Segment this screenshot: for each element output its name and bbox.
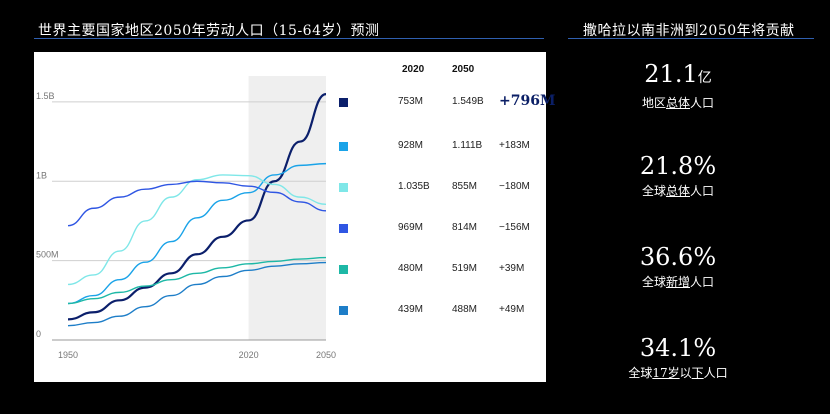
stat-youth-population: 34.1% 全球17岁以下人口 bbox=[578, 334, 778, 381]
change-value: +49M bbox=[499, 304, 525, 315]
legend-swatch bbox=[339, 142, 348, 151]
legend-swatch bbox=[339, 265, 348, 274]
change-value: +183M bbox=[499, 140, 530, 151]
x-tick-label: 1950 bbox=[58, 350, 78, 360]
stat-label: 全球总体人口 bbox=[641, 184, 715, 198]
stat-new-population: 36.6% 全球新增人口 bbox=[578, 243, 778, 290]
table-row: 928M 1.111B +183M bbox=[334, 138, 544, 156]
stat-unit: 亿 bbox=[697, 70, 712, 86]
chart-panel: 0 500M 1B 1.5B 1950 2020 2050 2020 2050 753M 1.… bbox=[34, 52, 555, 382]
value-2050: 855M bbox=[452, 181, 478, 192]
legend-swatch bbox=[339, 224, 348, 233]
stat-label: 全球17岁以下人口 bbox=[628, 366, 728, 380]
series-line bbox=[67, 174, 327, 286]
stat-region-population: 21.1亿 地区总体人口 bbox=[578, 60, 778, 111]
value-2050: 814M bbox=[452, 222, 478, 233]
value-2020: 439M bbox=[398, 304, 424, 315]
change-value: +796M bbox=[499, 93, 556, 109]
value-2020: 753M bbox=[398, 96, 424, 107]
value-2050: 519M bbox=[452, 263, 478, 274]
stat-value: 36.6% bbox=[639, 243, 717, 271]
stat-label: 全球新增人口 bbox=[641, 275, 715, 289]
legend-swatch bbox=[339, 183, 348, 192]
table-row: 753M 1.549B +796M bbox=[334, 93, 555, 112]
series-line bbox=[67, 162, 327, 305]
change-value: −156M bbox=[499, 222, 530, 233]
stat-label: 地区总体人口 bbox=[641, 96, 715, 110]
value-2050: 1.549B bbox=[452, 96, 484, 107]
value-2020: 480M bbox=[398, 263, 424, 274]
stat-global-share: 21.8% 全球总体人口 bbox=[578, 152, 778, 199]
table-header-2050: 2050 bbox=[452, 64, 475, 75]
change-value: −180M bbox=[499, 181, 530, 192]
y-tick-label: 1.5B bbox=[36, 91, 55, 101]
value-2050: 488M bbox=[452, 304, 478, 315]
chart-title: 世界主要国家地区2050年劳动人口（15-64岁）预测 bbox=[38, 23, 380, 39]
table-row: 969M 814M −156M bbox=[334, 220, 544, 238]
title-divider bbox=[34, 38, 544, 39]
change-value: +39M bbox=[499, 263, 525, 274]
series-line bbox=[67, 92, 327, 321]
value-2020: 928M bbox=[398, 140, 424, 151]
value-2020: 969M bbox=[398, 222, 424, 233]
table-row: 439M 488M +49M bbox=[334, 302, 544, 320]
y-tick-label: 500M bbox=[36, 250, 59, 260]
x-tick-label: 2050 bbox=[316, 350, 336, 360]
value-2050: 1.111B bbox=[452, 140, 483, 151]
table-row: 1.035B 855M −180M bbox=[334, 179, 544, 197]
line-chart: 0 500M 1B 1.5B 1950 2020 2050 bbox=[36, 76, 336, 360]
stats-title: 撒哈拉以南非洲到2050年将贡献 bbox=[583, 23, 795, 39]
stat-value: 21.1 bbox=[644, 60, 698, 88]
table-header-2020: 2020 bbox=[402, 64, 425, 75]
y-tick-label: 0 bbox=[36, 329, 41, 339]
table-row: 480M 519M +39M bbox=[334, 261, 544, 279]
value-2020: 1.035B bbox=[398, 181, 430, 192]
series-line bbox=[67, 180, 327, 227]
stat-value: 21.8% bbox=[639, 152, 717, 180]
series-line bbox=[67, 261, 327, 327]
legend-swatch bbox=[339, 98, 348, 107]
series-line bbox=[67, 256, 327, 305]
x-tick-label: 2020 bbox=[239, 350, 259, 360]
stats-divider bbox=[568, 38, 814, 39]
y-tick-label: 1B bbox=[36, 170, 47, 180]
legend-swatch bbox=[339, 306, 348, 315]
stat-value: 34.1% bbox=[639, 334, 717, 362]
